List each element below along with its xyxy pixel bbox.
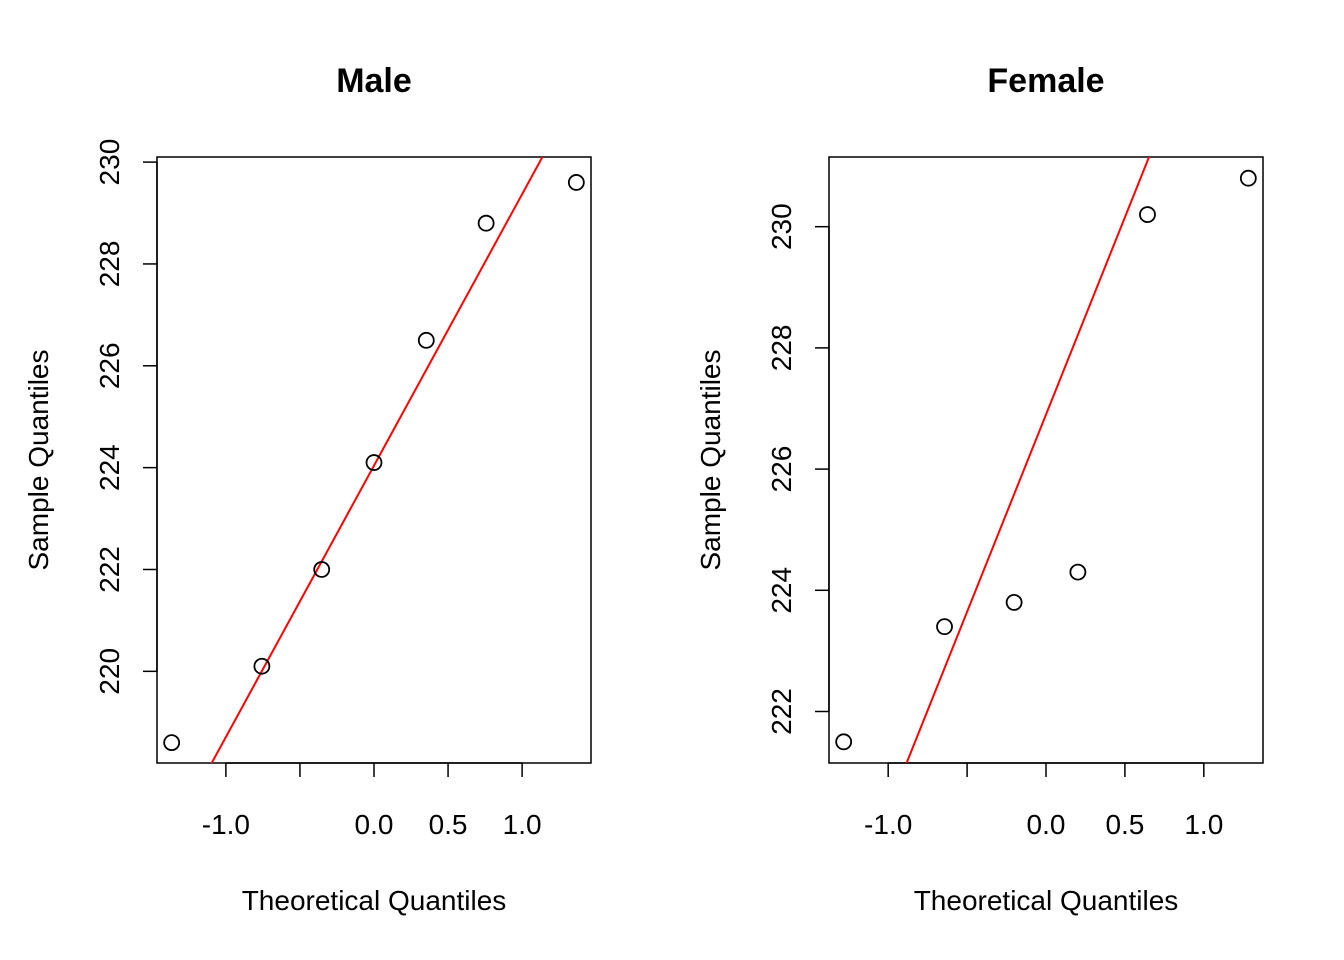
male-y-tick-label: 222: [94, 546, 125, 593]
male-y-tick-label: 224: [94, 444, 125, 491]
male-data-point: [477, 214, 495, 232]
male-y-tick-label: 226: [94, 342, 125, 389]
female-y-tick-label: 228: [766, 325, 797, 372]
female-x-tick-label: 1.0: [1184, 809, 1223, 840]
male-y-tick-label: 230: [94, 139, 125, 186]
female-y-axis-label: Sample Quantiles: [695, 349, 726, 570]
female-x-axis-label: Theoretical Quantiles: [914, 885, 1179, 916]
male-qq-panel: Male Theoretical Quantiles Sample Quanti…: [23, 62, 592, 916]
male-y-axis-label: Sample Quantiles: [23, 349, 54, 570]
male-data-point: [365, 454, 383, 471]
female-y-tick-label: 222: [766, 688, 797, 735]
female-qq-reference-line: [905, 157, 1151, 763]
female-data-point: [1005, 594, 1023, 611]
male-data-point: [163, 734, 181, 752]
male-x-axis-label: Theoretical Quantiles: [242, 885, 507, 916]
female-data-point: [1069, 563, 1087, 581]
male-qq-reference-line: [210, 157, 544, 763]
male-x-tick-label: -1.0: [202, 809, 250, 840]
male-x-tick-label: 0.5: [429, 809, 468, 840]
female-data-point: [835, 733, 853, 751]
female-y-tick-label: 226: [766, 446, 797, 493]
male-data-point: [567, 174, 585, 191]
male-data-point: [417, 331, 435, 349]
female-data-point: [1239, 169, 1257, 187]
male-y-tick-label: 228: [94, 241, 125, 288]
female-y-tick-label: 224: [766, 567, 797, 614]
female-plot-frame: [828, 156, 1264, 764]
female-data-point: [1139, 206, 1156, 223]
female-panel-title: Female: [987, 62, 1104, 100]
female-x-tick-label: 0.0: [1027, 809, 1066, 840]
female-data-point: [936, 618, 953, 636]
female-x-tick-label: -1.0: [864, 809, 912, 840]
female-qq-panel: Female Theoretical Quantiles Sample Quan…: [695, 62, 1264, 916]
male-data-point: [313, 561, 331, 578]
male-x-tick-label: 0.0: [355, 809, 394, 840]
male-data-point: [253, 657, 271, 675]
male-y-tick-label: 220: [94, 648, 125, 695]
female-y-tick-label: 230: [766, 203, 797, 250]
male-x-tick-label: 1.0: [503, 809, 542, 840]
male-panel-title: Male: [336, 62, 412, 100]
female-x-tick-label: 0.5: [1105, 809, 1144, 840]
male-plot-frame: [156, 156, 592, 764]
